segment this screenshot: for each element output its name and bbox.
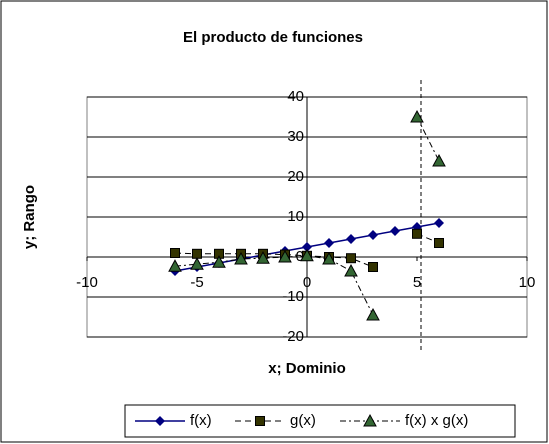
marker xyxy=(344,263,358,277)
marker xyxy=(346,253,356,264)
y-axis-label: y; Rango xyxy=(21,185,38,249)
marker xyxy=(300,248,314,262)
x-tick-label: -5 xyxy=(190,274,203,291)
legend-marker xyxy=(255,416,265,426)
marker xyxy=(302,242,312,252)
x-tick-label: 10 xyxy=(519,274,536,291)
legend-marker xyxy=(155,416,165,426)
marker xyxy=(432,153,446,167)
series-line xyxy=(174,116,440,316)
marker xyxy=(192,248,202,259)
marker xyxy=(234,251,248,265)
marker xyxy=(368,262,378,272)
marker xyxy=(434,218,444,228)
x-tick-label: 5 xyxy=(413,274,421,291)
marker xyxy=(190,257,204,270)
y-tick-label: 40 xyxy=(287,88,304,105)
marker xyxy=(368,230,378,240)
y-tick-label: 0 xyxy=(296,248,304,265)
marker xyxy=(434,238,444,248)
marker xyxy=(256,251,270,264)
y-tick-label: 10 xyxy=(287,208,304,225)
marker xyxy=(278,249,292,263)
marker xyxy=(212,255,226,268)
marker xyxy=(346,234,356,244)
legend xyxy=(124,404,516,438)
marker xyxy=(170,248,180,258)
chart-title: El producto de funciones xyxy=(183,29,363,46)
marker xyxy=(390,226,400,236)
y-tick-label: -10 xyxy=(282,288,304,305)
y-tick-label: 20 xyxy=(287,168,304,185)
legend-marker xyxy=(363,413,377,427)
y-tick-label: -20 xyxy=(282,328,304,345)
marker xyxy=(410,109,424,123)
marker xyxy=(322,251,336,265)
x-axis-label: x; Dominio xyxy=(268,360,346,377)
marker xyxy=(412,228,422,239)
marker xyxy=(324,238,334,248)
marker xyxy=(366,307,380,321)
legend-label: f(x) x g(x) xyxy=(405,412,468,429)
marker xyxy=(168,259,182,272)
x-tick-label: -10 xyxy=(76,274,98,291)
y-tick-label: 30 xyxy=(287,128,304,145)
legend-label: g(x) xyxy=(290,412,316,429)
legend-label: f(x) xyxy=(190,412,212,429)
